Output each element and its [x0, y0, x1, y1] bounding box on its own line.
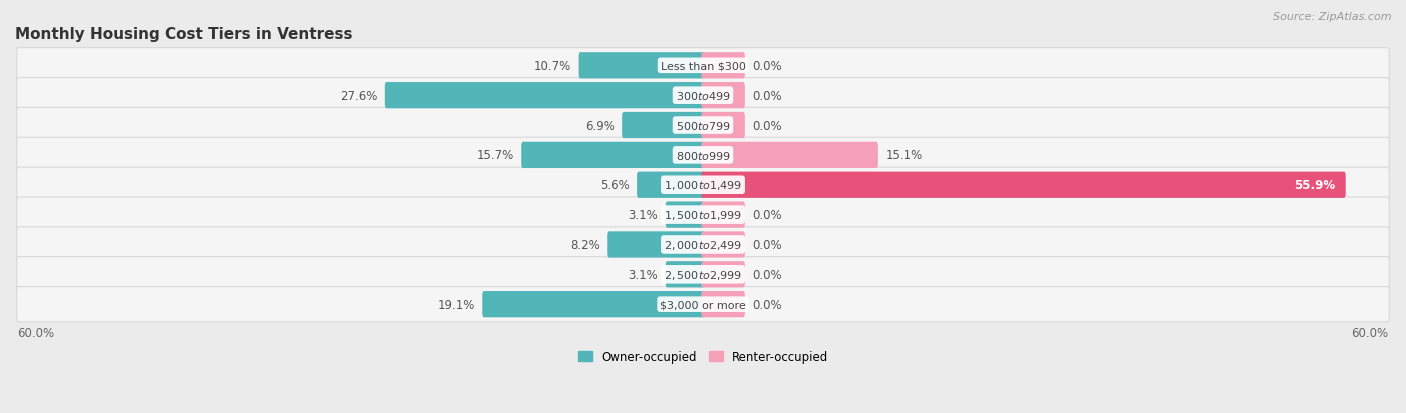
FancyBboxPatch shape [702, 232, 745, 258]
FancyBboxPatch shape [702, 53, 745, 79]
FancyBboxPatch shape [623, 113, 704, 139]
FancyBboxPatch shape [482, 291, 704, 318]
Text: $300 to $499: $300 to $499 [675, 90, 731, 102]
Text: 0.0%: 0.0% [752, 238, 782, 252]
FancyBboxPatch shape [702, 202, 745, 228]
FancyBboxPatch shape [702, 142, 877, 169]
FancyBboxPatch shape [637, 172, 704, 198]
Text: 0.0%: 0.0% [752, 90, 782, 102]
FancyBboxPatch shape [17, 227, 1389, 262]
FancyBboxPatch shape [702, 291, 745, 318]
Text: $800 to $999: $800 to $999 [675, 150, 731, 161]
Legend: Owner-occupied, Renter-occupied: Owner-occupied, Renter-occupied [572, 346, 834, 368]
Text: Monthly Housing Cost Tiers in Ventress: Monthly Housing Cost Tiers in Ventress [15, 27, 353, 42]
FancyBboxPatch shape [702, 113, 745, 139]
FancyBboxPatch shape [17, 257, 1389, 292]
Text: 15.1%: 15.1% [886, 149, 922, 162]
FancyBboxPatch shape [17, 138, 1389, 173]
Text: 60.0%: 60.0% [1351, 326, 1389, 339]
FancyBboxPatch shape [702, 172, 1346, 198]
Text: Source: ZipAtlas.com: Source: ZipAtlas.com [1274, 12, 1392, 22]
Text: $1,500 to $1,999: $1,500 to $1,999 [664, 209, 742, 221]
Text: 5.6%: 5.6% [600, 179, 630, 192]
Text: $2,000 to $2,499: $2,000 to $2,499 [664, 238, 742, 252]
FancyBboxPatch shape [607, 232, 704, 258]
Text: 0.0%: 0.0% [752, 119, 782, 132]
FancyBboxPatch shape [17, 78, 1389, 114]
Text: $500 to $799: $500 to $799 [675, 120, 731, 132]
Text: 0.0%: 0.0% [752, 298, 782, 311]
Text: 0.0%: 0.0% [752, 268, 782, 281]
FancyBboxPatch shape [665, 202, 704, 228]
FancyBboxPatch shape [579, 53, 704, 79]
Text: 3.1%: 3.1% [628, 268, 658, 281]
Text: 0.0%: 0.0% [752, 209, 782, 221]
FancyBboxPatch shape [17, 197, 1389, 233]
Text: 10.7%: 10.7% [534, 59, 571, 73]
Text: 3.1%: 3.1% [628, 209, 658, 221]
FancyBboxPatch shape [17, 108, 1389, 143]
FancyBboxPatch shape [665, 261, 704, 288]
Text: 0.0%: 0.0% [752, 59, 782, 73]
Text: 55.9%: 55.9% [1294, 179, 1334, 192]
FancyBboxPatch shape [385, 83, 704, 109]
FancyBboxPatch shape [522, 142, 704, 169]
Text: 27.6%: 27.6% [340, 90, 377, 102]
Text: 8.2%: 8.2% [569, 238, 600, 252]
Text: Less than $300: Less than $300 [661, 61, 745, 71]
Text: $2,500 to $2,999: $2,500 to $2,999 [664, 268, 742, 281]
Text: $3,000 or more: $3,000 or more [661, 299, 745, 309]
Text: 60.0%: 60.0% [17, 326, 55, 339]
FancyBboxPatch shape [17, 49, 1389, 84]
Text: $1,000 to $1,499: $1,000 to $1,499 [664, 179, 742, 192]
FancyBboxPatch shape [17, 168, 1389, 203]
FancyBboxPatch shape [702, 261, 745, 288]
FancyBboxPatch shape [702, 83, 745, 109]
Text: 19.1%: 19.1% [437, 298, 475, 311]
Text: 15.7%: 15.7% [477, 149, 513, 162]
FancyBboxPatch shape [17, 287, 1389, 322]
Text: 6.9%: 6.9% [585, 119, 614, 132]
